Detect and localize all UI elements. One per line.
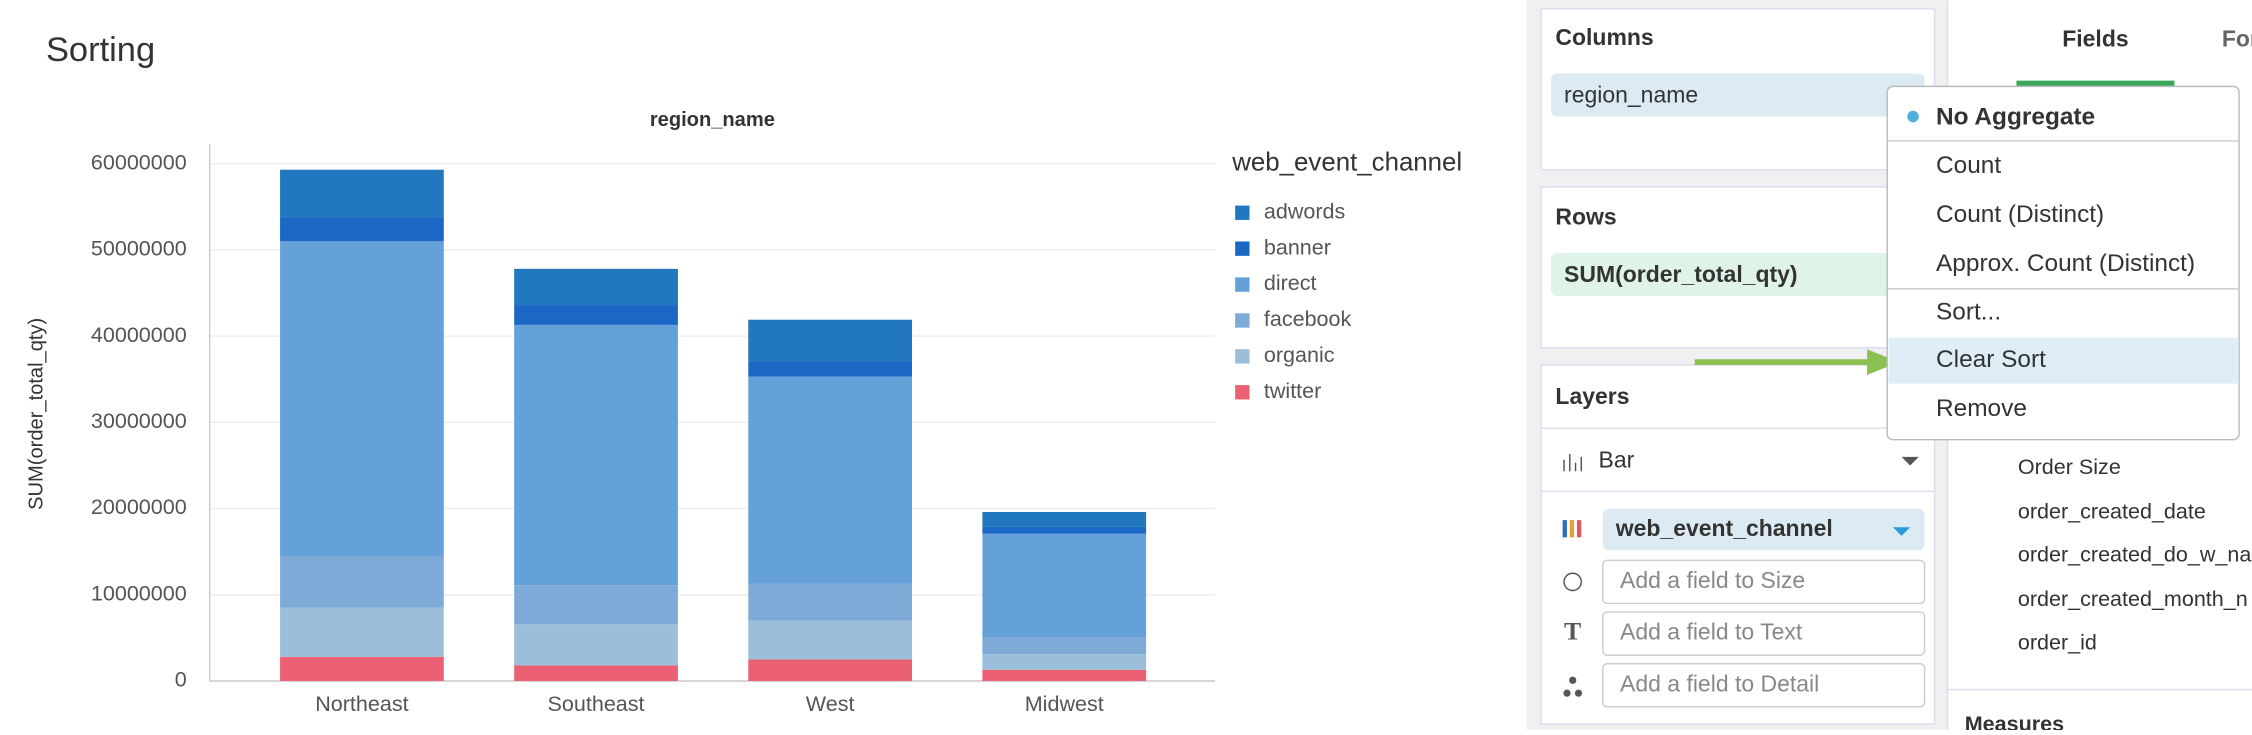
bar-segment bbox=[514, 585, 678, 625]
field-input[interactable] bbox=[1602, 611, 1926, 656]
size-icon bbox=[1563, 572, 1583, 592]
menu-item[interactable]: Approx. Count (Distinct) bbox=[1936, 250, 2195, 277]
arrow-head bbox=[1867, 349, 1899, 376]
legend-label: organic bbox=[1264, 343, 1335, 367]
menu-highlight bbox=[1888, 337, 2238, 384]
menu-item[interactable]: Count (Distinct) bbox=[1936, 201, 2104, 228]
pill[interactable] bbox=[1602, 508, 1925, 551]
legend-label: twitter bbox=[1264, 379, 1321, 403]
y-tick-label: 50000000 bbox=[91, 237, 187, 261]
pill[interactable] bbox=[1551, 73, 1925, 117]
y-tick-label: 60000000 bbox=[91, 150, 187, 174]
legend-label: adwords bbox=[1264, 199, 1345, 223]
tab[interactable]: Format bbox=[2222, 25, 2252, 51]
field-item[interactable]: order_created_date bbox=[2018, 500, 2206, 524]
legend-swatch bbox=[1235, 205, 1250, 220]
field-list: Order Size order_created_date order_create… bbox=[2018, 455, 2251, 654]
field-item[interactable]: Order Size bbox=[2018, 455, 2121, 479]
menu-item[interactable]: No Aggregate bbox=[1936, 103, 2095, 130]
mark-type[interactable]: Bar bbox=[1599, 446, 1635, 472]
x-tick-label: Southeast bbox=[548, 692, 645, 716]
shelf-title: Columns bbox=[1555, 24, 1653, 50]
menu-item[interactable]: Count bbox=[1936, 152, 2001, 179]
x-tick-label: Northeast bbox=[315, 692, 408, 716]
field-input[interactable] bbox=[1602, 663, 1926, 708]
bar-segment bbox=[982, 533, 1147, 637]
legend-label: direct bbox=[1264, 271, 1317, 295]
placeholder[interactable]: Add a field to Size bbox=[1620, 567, 1805, 593]
bar-segment bbox=[982, 636, 1147, 655]
section-title: Measures bbox=[1965, 712, 2064, 730]
caret[interactable] bbox=[1892, 527, 1911, 536]
bar-segment bbox=[514, 624, 678, 666]
bar-segment bbox=[748, 659, 913, 681]
bar-segment bbox=[280, 241, 444, 556]
bar-segment bbox=[748, 620, 913, 660]
menu-item[interactable]: Clear Sort bbox=[1936, 346, 2046, 373]
legend-label: banner bbox=[1264, 235, 1331, 259]
y-tick-label: 0 bbox=[175, 668, 187, 692]
y-tick-label: 10000000 bbox=[91, 581, 187, 605]
pill-label[interactable]: SUM(order_total_qty) bbox=[1564, 261, 1798, 287]
placeholder[interactable]: Add a field to Detail bbox=[1620, 670, 1819, 696]
bar-segment bbox=[748, 361, 913, 377]
bar-segment bbox=[748, 376, 913, 584]
bar-segment bbox=[982, 526, 1147, 534]
color-icon bbox=[1576, 520, 1582, 538]
y-tick-label: 20000000 bbox=[91, 495, 187, 519]
caret[interactable] bbox=[1901, 456, 1919, 466]
bar-segment bbox=[280, 217, 444, 242]
legend-title: web_event_channel bbox=[1231, 149, 1462, 177]
y-axis-title: SUM(order_total_qty) bbox=[26, 318, 48, 510]
y-tick-label: 40000000 bbox=[91, 323, 187, 347]
field-item[interactable]: order_created_month_n bbox=[2018, 587, 2248, 611]
bar-segment bbox=[514, 324, 678, 586]
bar-segment bbox=[280, 607, 444, 657]
bar-segment bbox=[280, 555, 444, 608]
menu-items: No Aggregate Count Count (Distinct) Approx.… bbox=[1936, 103, 2195, 422]
y-tick-label: 30000000 bbox=[91, 409, 187, 433]
field-item[interactable]: order_created_do_w_na bbox=[2018, 543, 2251, 567]
tab[interactable]: Fields bbox=[2062, 25, 2128, 51]
bar-segment bbox=[514, 665, 678, 681]
bar-segment bbox=[514, 268, 678, 306]
shelf-title: Rows bbox=[1555, 204, 1616, 230]
bar-segment bbox=[280, 169, 444, 218]
x-axis-title: region_name bbox=[650, 109, 775, 131]
chart-title: Sorting bbox=[46, 31, 155, 69]
legend-swatch bbox=[1235, 313, 1250, 328]
bar-segment bbox=[982, 654, 1147, 670]
text-icon: T bbox=[1564, 617, 1581, 646]
color-icon bbox=[1562, 520, 1567, 538]
legend-swatch bbox=[1235, 277, 1250, 292]
selected-dot bbox=[1907, 110, 1919, 123]
legend-swatch bbox=[1235, 241, 1250, 256]
x-tick-label: West bbox=[806, 692, 855, 716]
menu-item[interactable]: Sort... bbox=[1936, 299, 2001, 326]
bar-segment bbox=[280, 656, 444, 681]
bar-icon bbox=[1563, 454, 1583, 472]
legend-label: facebook bbox=[1264, 307, 1352, 331]
x-tick-label: Midwest bbox=[1025, 692, 1104, 716]
chart: 0 10000000 20000000 30000000 40000000 5000000… bbox=[91, 143, 1352, 716]
layers-title: Layers bbox=[1555, 383, 1629, 409]
color-icon bbox=[1569, 520, 1575, 538]
pill-label[interactable]: region_name bbox=[1564, 81, 1698, 107]
pill-label[interactable]: web_event_channel bbox=[1615, 515, 1833, 541]
placeholder[interactable]: Add a field to Text bbox=[1620, 619, 1803, 645]
legend-swatch bbox=[1235, 385, 1250, 400]
bar-segment bbox=[748, 583, 913, 621]
bar-segment bbox=[514, 305, 678, 325]
bar-segment bbox=[982, 511, 1147, 527]
detail-icon bbox=[1563, 676, 1583, 697]
field-input[interactable] bbox=[1602, 559, 1926, 605]
menu-item[interactable]: Remove bbox=[1936, 395, 2027, 422]
field-item[interactable]: order_id bbox=[2018, 630, 2097, 654]
bar-segment bbox=[982, 669, 1147, 681]
bar-segment bbox=[748, 319, 913, 362]
legend-swatch bbox=[1235, 349, 1250, 364]
pill[interactable] bbox=[1551, 252, 1925, 297]
tab-underline bbox=[2016, 80, 2175, 87]
